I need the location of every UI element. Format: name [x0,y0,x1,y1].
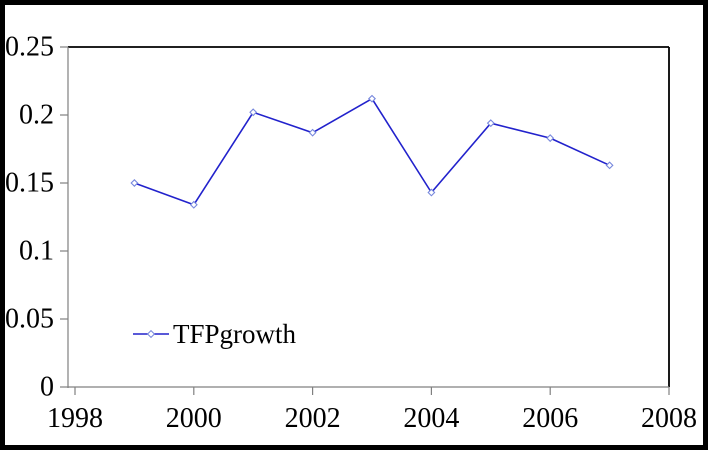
x-tick-label: 2008 [641,403,697,434]
y-tick-label: 0 [40,372,54,403]
y-tick-label: 0.25 [5,32,54,63]
data-point-marker [368,94,376,103]
x-tick-label: 2004 [403,403,459,434]
legend-series-label: TFPgrowth [173,319,297,349]
data-point-marker [130,179,139,187]
x-tick-label: 2006 [522,403,578,434]
x-tick-label: 1998 [47,403,103,434]
x-tick-label: 2000 [166,403,222,434]
data-point-marker [189,200,198,209]
y-tick-label: 0.05 [5,304,54,335]
data-point-marker [486,119,495,128]
data-point-marker [546,134,555,143]
legend-line-marker-icon [133,329,169,339]
data-point-marker [605,161,614,170]
data-point-marker [308,128,317,137]
series-line [134,97,610,206]
y-tick-label: 0.2 [19,100,54,131]
legend: TFPgrowth [133,320,296,348]
x-tick-label: 2002 [285,403,341,434]
y-tick-label: 0.1 [19,236,54,267]
y-tick-label: 0.15 [5,168,54,199]
data-point-marker [249,108,258,117]
data-point-marker [427,188,436,197]
